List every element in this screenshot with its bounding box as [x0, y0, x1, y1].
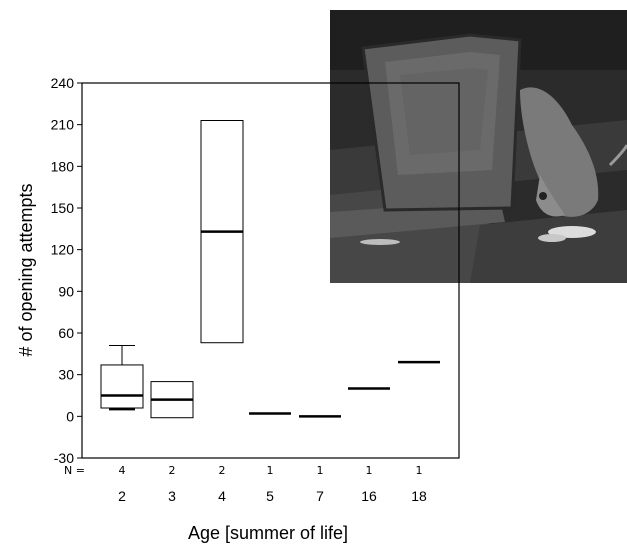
- y-tick-label: 0: [66, 408, 74, 424]
- n-value: 1: [416, 464, 423, 477]
- y-tick-label: 180: [51, 158, 75, 174]
- y-tick-label: 120: [51, 242, 75, 258]
- n-value: 1: [267, 464, 274, 477]
- n-values: 4 2 2 1 1 1 1: [119, 464, 423, 477]
- y-tick-label: 30: [58, 367, 74, 383]
- box-series: [100, 120, 440, 419]
- n-label: N =: [64, 464, 85, 477]
- n-value: 1: [366, 464, 373, 477]
- x-tick-label: 2: [118, 488, 126, 504]
- y-tick-label: 210: [51, 117, 75, 133]
- x-tick-label: 18: [411, 488, 427, 504]
- box-iqr: [100, 364, 144, 409]
- x-axis-title: Age [summer of life]: [188, 523, 348, 543]
- x-tick-label: 16: [361, 488, 377, 504]
- x-tick-label: 3: [168, 488, 176, 504]
- x-tick-label: 5: [266, 488, 274, 504]
- bin-lid-icon: [361, 33, 522, 212]
- y-tick-label: -30: [54, 450, 74, 466]
- n-value: 1: [317, 464, 324, 477]
- x-tick-label: 7: [316, 488, 324, 504]
- plot-frame: [81, 82, 460, 459]
- bird-icon: [520, 87, 599, 217]
- y-tick-label: 240: [51, 75, 75, 91]
- n-value: 2: [219, 464, 226, 477]
- y-tick-label: 150: [51, 200, 75, 216]
- x-tick-label: 4: [218, 488, 226, 504]
- n-value: 4: [119, 464, 126, 477]
- x-axis-categories: 2 3 4 5 7 16 18: [118, 488, 427, 504]
- y-axis: 240 210 180 150 120 90 60 30 0 -30: [51, 75, 82, 466]
- y-axis-title: # of opening attempts: [16, 183, 36, 356]
- bird-trash-bin-photo: [330, 10, 627, 283]
- n-value: 2: [169, 464, 176, 477]
- food-icon: [360, 226, 596, 245]
- y-tick-label: 60: [58, 325, 74, 341]
- y-tick-label: 90: [58, 283, 74, 299]
